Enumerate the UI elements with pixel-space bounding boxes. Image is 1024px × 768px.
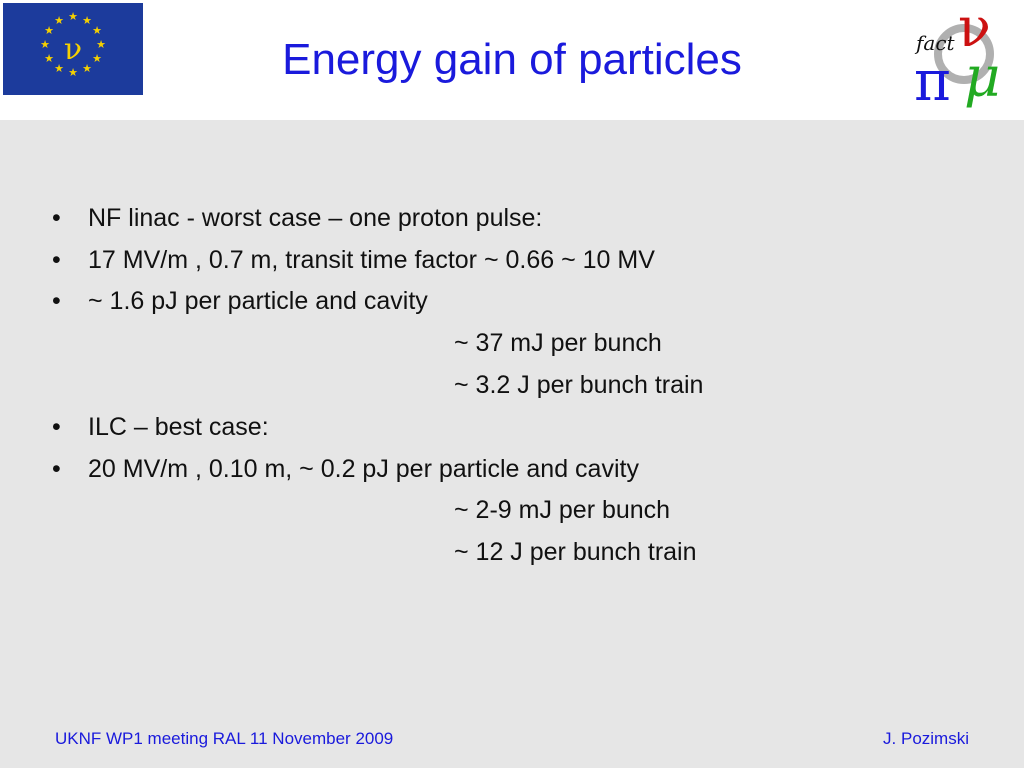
eu-flag-logo: ★ ★ ★ ★ ★ ★ ★ ★ ★ ★ ★ ★ ν: [3, 3, 143, 95]
bullet-text: NF linac - worst case – one proton pulse…: [88, 204, 543, 232]
bullet-marker: •: [52, 413, 61, 441]
svg-text:★: ★: [68, 66, 78, 79]
bullet-text: ~ 1.6 pJ per particle and cavity: [88, 287, 428, 315]
svg-text:★: ★: [54, 62, 64, 75]
svg-text:★: ★: [44, 24, 54, 37]
eu-stars: ★ ★ ★ ★ ★ ★ ★ ★ ★ ★ ★ ★: [40, 10, 106, 79]
eu-nu-symbol: ν: [64, 32, 82, 67]
footer-event: UKNF WP1 meeting RAL 11 November 2009: [55, 729, 394, 748]
bullet-text: ~ 2-9 mJ per bunch: [454, 496, 671, 524]
bullet-marker: •: [52, 204, 61, 232]
svg-text:★: ★: [82, 14, 92, 27]
bullet-text: ~ 37 mJ per bunch: [454, 329, 662, 357]
bullet-marker: •: [52, 246, 61, 274]
svg-text:★: ★: [54, 14, 64, 27]
fact-logo-pi: π: [914, 49, 951, 108]
svg-text:★: ★: [68, 10, 78, 23]
svg-text:★: ★: [96, 38, 106, 51]
footer-author: J. Pozimski: [883, 729, 969, 748]
bullet-text: 20 MV/m , 0.10 m, ~ 0.2 pJ per particle …: [88, 455, 639, 483]
nufact-logo: fact ν π μ: [914, 2, 1000, 108]
bullet-text: 17 MV/m , 0.7 m, transit time factor ~ 0…: [88, 246, 655, 274]
bullet-marker: •: [52, 455, 61, 483]
slide-title: Energy gain of particles: [282, 35, 742, 84]
svg-text:★: ★: [40, 38, 50, 51]
fact-logo-nu: ν: [958, 2, 991, 59]
slide-header: ★ ★ ★ ★ ★ ★ ★ ★ ★ ★ ★ ★ ν Energy gain of…: [0, 0, 1024, 120]
fact-logo-mu: μ: [964, 45, 1000, 108]
svg-text:★: ★: [44, 52, 54, 65]
bullet-text: ~ 3.2 J per bunch train: [454, 371, 704, 399]
svg-text:★: ★: [82, 62, 92, 75]
fact-logo-text: fact: [914, 31, 956, 55]
slide-body: [0, 120, 1024, 768]
bullet-text: ILC – best case:: [88, 413, 269, 441]
svg-text:★: ★: [92, 24, 102, 37]
svg-text:★: ★: [92, 52, 102, 65]
bullet-marker: •: [52, 287, 61, 315]
bullet-text: ~ 12 J per bunch train: [454, 538, 697, 566]
